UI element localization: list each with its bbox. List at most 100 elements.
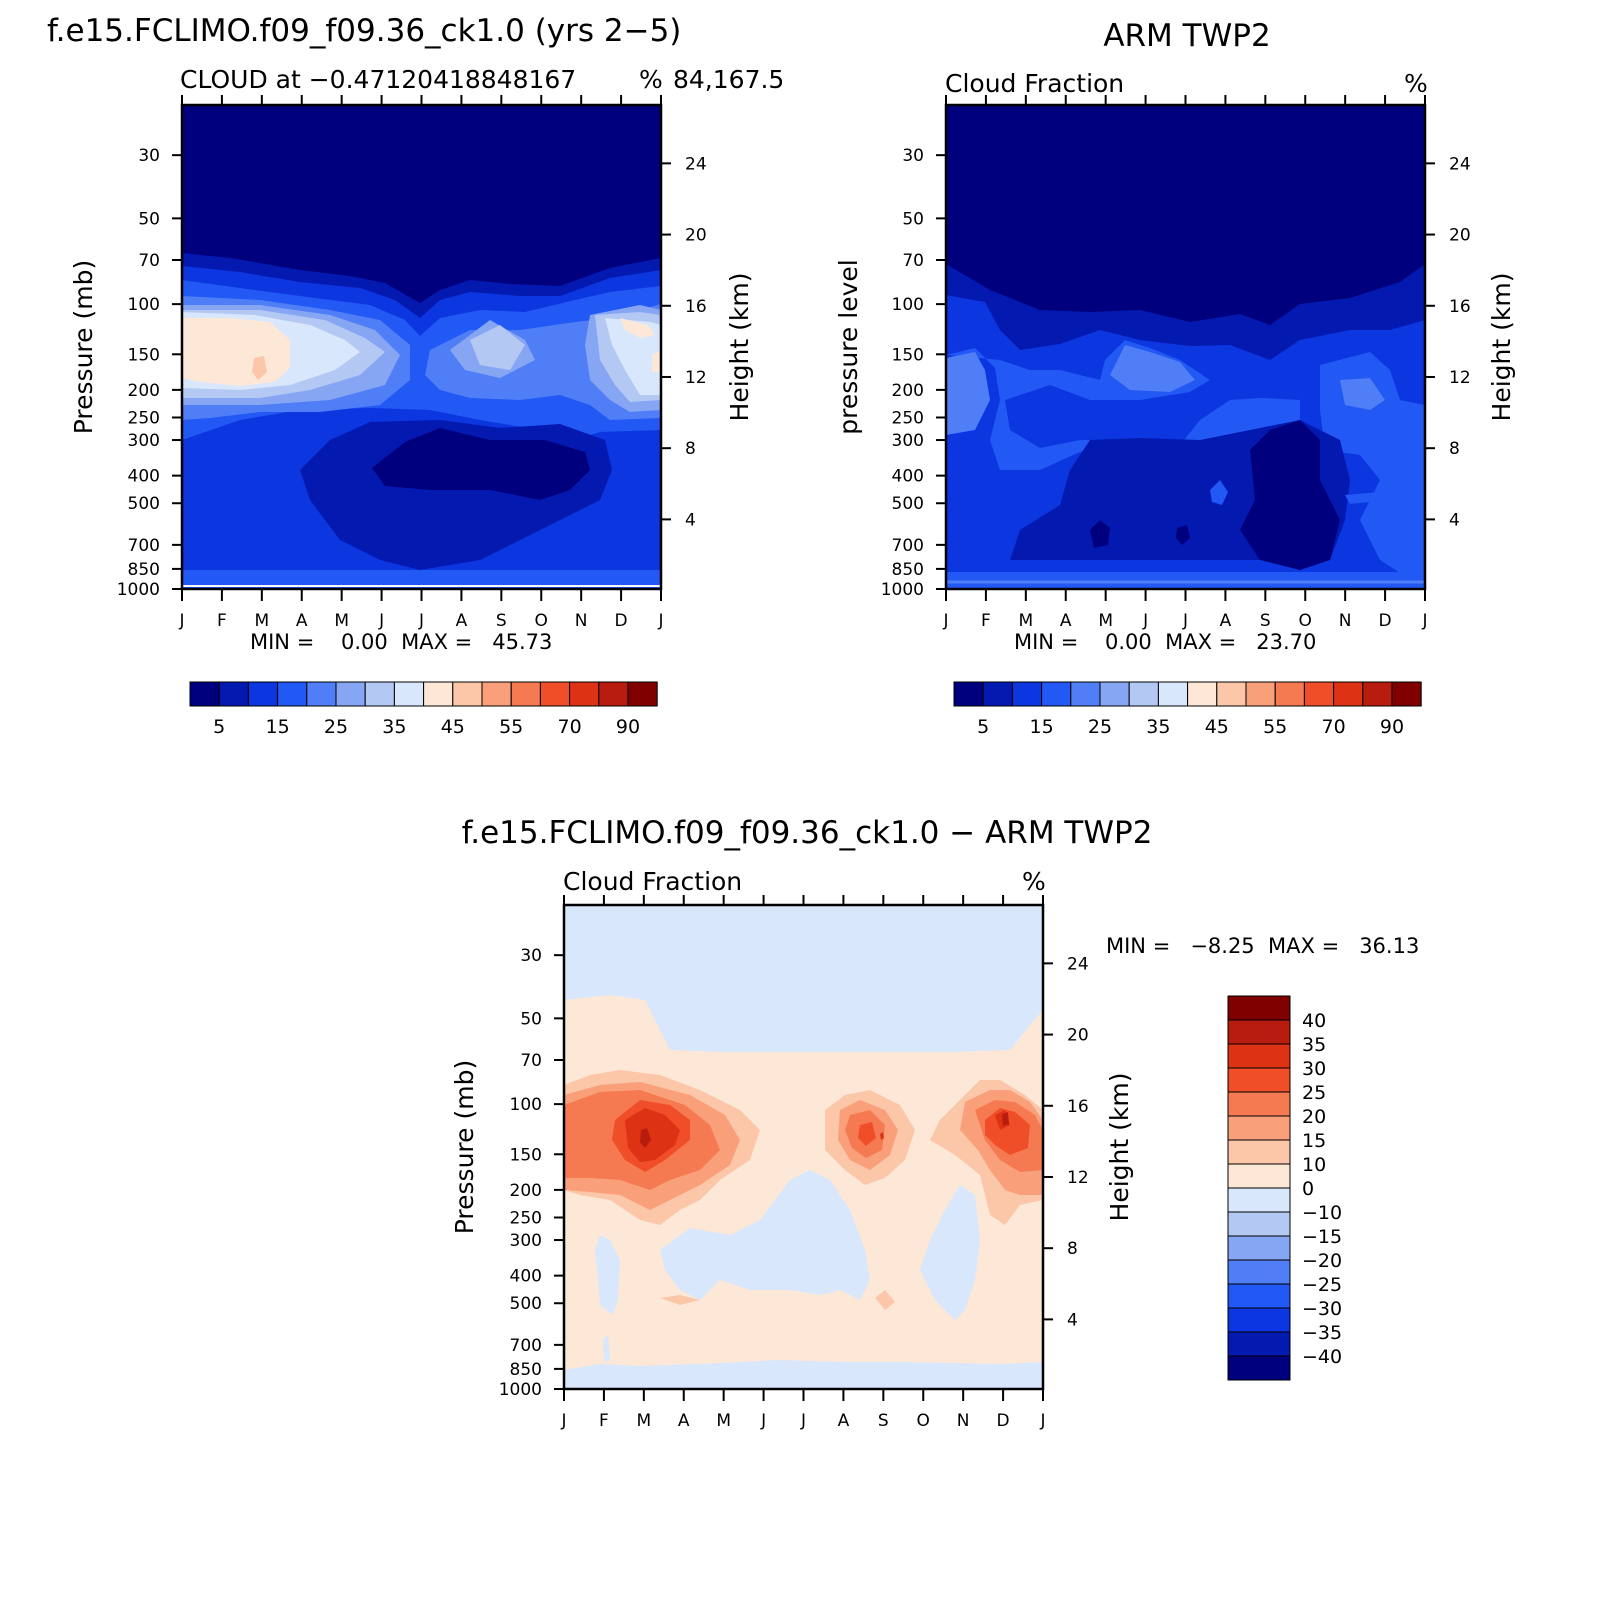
y-ticks-right: 24 20 16 12 8 4: [661, 154, 707, 530]
x-tick-label: J: [760, 1411, 766, 1431]
colorbar-label: −25: [1302, 1274, 1342, 1296]
y-tick-label: 1000: [499, 1380, 542, 1400]
colorbar-label: 35: [1302, 1034, 1326, 1056]
panel-model-plot: [180, 103, 663, 591]
colorbar-box: [982, 681, 1013, 707]
colorbar-box: [189, 681, 220, 707]
x-tick-label: F: [217, 611, 227, 631]
y-tick-label: 30: [902, 146, 924, 166]
y-tick-label: 50: [138, 209, 160, 229]
y-tick-label: 400: [510, 1267, 542, 1287]
colorbar-box: [1128, 681, 1159, 707]
colorbar-box: [1274, 681, 1305, 707]
y-tick-label-right: 24: [685, 154, 707, 174]
y-tick-label: 30: [138, 146, 160, 166]
y-ticks-right: 24 20 16 12 8 4: [1043, 954, 1089, 1330]
y-tick-label: 500: [128, 494, 160, 514]
colorbar-box: [1227, 1043, 1291, 1069]
colorbar-box: [1227, 1283, 1291, 1309]
colorbar-label: −40: [1302, 1346, 1342, 1368]
y-tick-label: 70: [520, 1051, 542, 1071]
panel-diff: f.e15.FCLIMO.f09_f09.36_ck1.0 − ARM TWP2…: [450, 815, 1419, 1431]
contour-level-40: [182, 312, 661, 395]
contour-neg-blob-3: [595, 1235, 620, 1362]
colorbar-box: [306, 681, 337, 707]
panel-model-ylabel: Pressure (mb): [69, 260, 98, 434]
colorbar-label: 70: [1322, 716, 1346, 738]
x-tick-label: A: [456, 611, 468, 631]
colorbar-box: [598, 681, 629, 707]
colorbar-box: [1227, 995, 1291, 1021]
y-tick-label-right: 20: [685, 226, 707, 246]
colorbar-label: 10: [1302, 1154, 1326, 1176]
x-tick-label: M: [716, 1411, 731, 1431]
y-tick-label: 400: [892, 467, 924, 487]
y-tick-label-right: 12: [685, 368, 707, 388]
colorbar-box: [1303, 681, 1335, 707]
x-tick-label: N: [957, 1411, 970, 1431]
colorbar-box: [1216, 681, 1247, 707]
y-tick-label-right: 8: [1449, 439, 1460, 459]
colorbar-label: 55: [499, 716, 523, 738]
panel-model-subtitle: CLOUD at −0.47120418848167: [180, 65, 576, 94]
colorbar-box: [627, 681, 658, 707]
contour-level-25: [612, 1100, 1030, 1172]
panel-obs-stats: MIN = 0.00 MAX = 23.70: [1014, 630, 1316, 654]
y-tick-label-right: 20: [1067, 1026, 1089, 1046]
colorbar-box: [510, 681, 541, 707]
x-tick-label: A: [678, 1411, 690, 1431]
y-tick-label: 200: [128, 381, 160, 401]
panel-obs-title: ARM TWP2: [1103, 18, 1270, 54]
x-tick-label: J: [418, 611, 424, 631]
colorbar-label: 0: [1302, 1178, 1314, 1200]
colorbar-label: −30: [1302, 1298, 1342, 1320]
x-tick-label: A: [838, 1411, 850, 1431]
x-tick-label: S: [496, 611, 507, 631]
x-tick-label: N: [1339, 611, 1352, 631]
x-tick-label: D: [997, 1411, 1010, 1431]
y-tick-label-right: 12: [1067, 1168, 1089, 1188]
colorbar-label: 25: [324, 716, 348, 738]
colorbar-box: [1227, 1307, 1291, 1333]
y-tick-label: 150: [892, 345, 924, 365]
colorbar-label: 90: [616, 716, 640, 738]
colorbar-label: 25: [1088, 716, 1112, 738]
colorbar-box: [277, 681, 308, 707]
y-tick-label: 50: [902, 209, 924, 229]
panel-diff-subtitle: Cloud Fraction: [563, 867, 742, 896]
colorbar-box: [423, 681, 454, 707]
x-tick-label: J: [1039, 1411, 1045, 1431]
colorbar-label: 45: [1205, 716, 1229, 738]
panel-diff-ylabel: Pressure (mb): [450, 1060, 479, 1234]
y-tick-label: 70: [138, 251, 160, 271]
colorbar-label: 5: [213, 716, 225, 738]
colorbar-box: [569, 681, 600, 707]
colorbar-label: −10: [1302, 1202, 1342, 1224]
colorbar-label: 90: [1380, 716, 1404, 738]
colorbar-box: [1011, 681, 1043, 707]
colorbar-box: [1227, 1259, 1291, 1285]
y-tick-label: 100: [892, 295, 924, 315]
colorbar-label: 5: [977, 716, 989, 738]
x-tick-label: D: [1379, 611, 1392, 631]
panel-obs-units: %: [1404, 69, 1428, 98]
colorbar-box: [1227, 1091, 1291, 1117]
colorbar-box: [1227, 1211, 1291, 1237]
x-tick-label: J: [1182, 611, 1188, 631]
contour-surface-edge: [182, 570, 661, 589]
contour-low-core: [1090, 420, 1340, 570]
colorbar-box: [1041, 681, 1072, 707]
x-tick-label: M: [254, 611, 269, 631]
colorbar-box: [1227, 1187, 1291, 1213]
x-tick-label: J: [942, 611, 948, 631]
x-tick-label: S: [1260, 611, 1271, 631]
y-tick-label: 150: [128, 345, 160, 365]
y-tick-label: 700: [510, 1336, 542, 1356]
y-tick-label: 300: [892, 431, 924, 451]
contour-level-25: [946, 345, 1385, 435]
y-tick-label-right: 24: [1449, 154, 1471, 174]
colorbar-box: [1157, 681, 1189, 707]
